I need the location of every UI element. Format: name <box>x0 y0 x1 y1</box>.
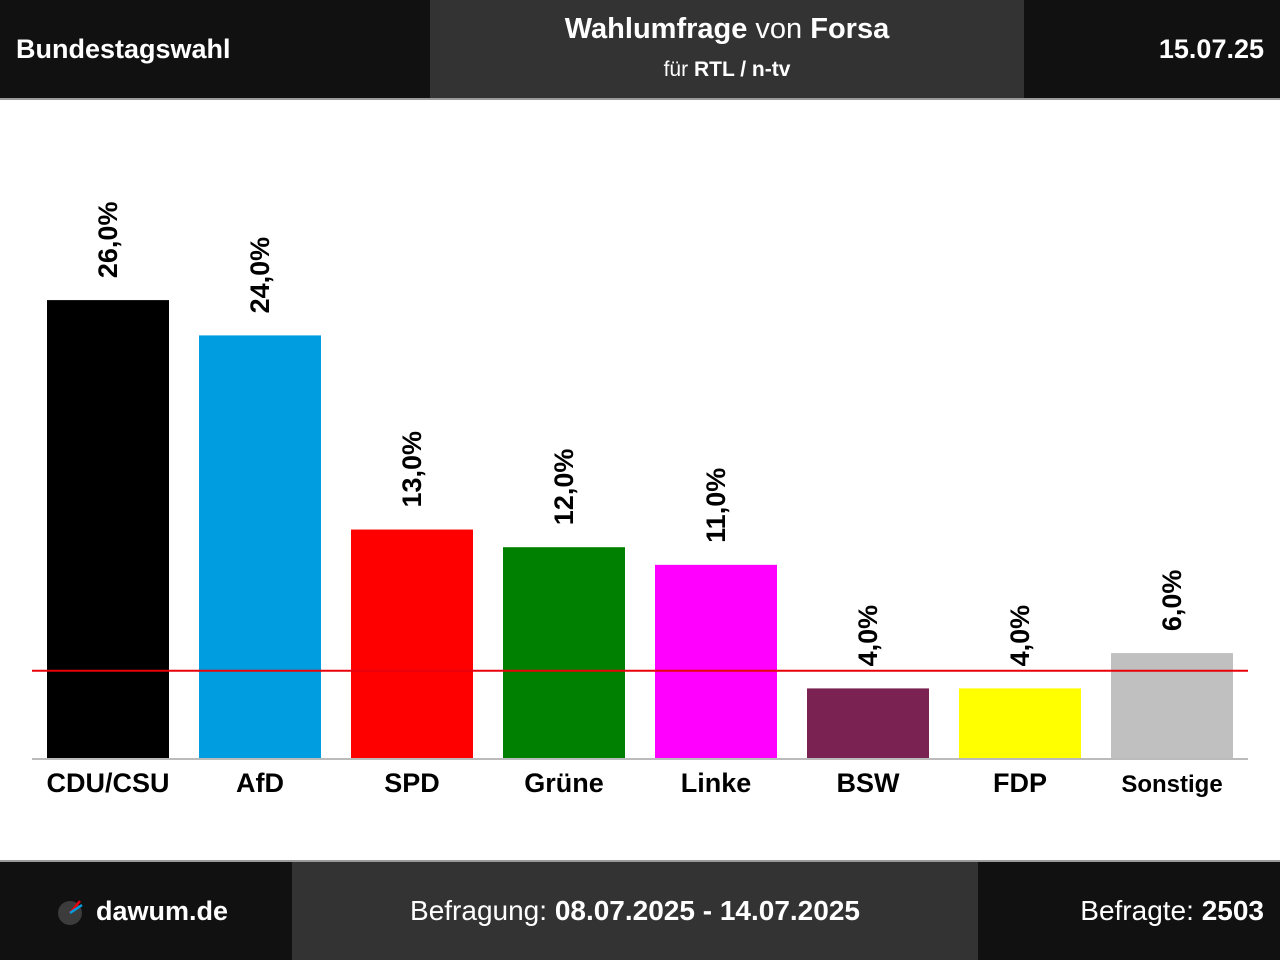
category-label-6: FDP <box>993 768 1047 798</box>
poll-word: Wahlumfrage <box>564 13 748 45</box>
bar-0 <box>47 300 169 759</box>
bar-4 <box>655 564 777 759</box>
institute-name: Forsa <box>810 13 890 45</box>
respondents: Befragte: 2503 <box>1080 862 1264 960</box>
bar-7 <box>1111 653 1233 759</box>
category-label-2: SPD <box>384 768 440 798</box>
category-label-4: Linke <box>681 768 752 798</box>
value-label-0: 26,0% <box>93 202 123 279</box>
von-word: von <box>755 13 803 45</box>
site-logo[interactable]: dawum.de <box>56 862 228 960</box>
value-label-6: 4,0% <box>1005 605 1035 667</box>
value-label-4: 11,0% <box>701 468 731 543</box>
client-name: RTL / n-tv <box>693 58 791 81</box>
poll-bar-chart: 26,0% CDU/CSU 24,0% AfD 13,0% SPD 12,0% Grüne 11… <box>32 202 1248 798</box>
bar-5 <box>807 688 929 759</box>
fuer-word: für <box>663 58 689 81</box>
bar-1 <box>199 335 321 759</box>
category-label-3: Grüne <box>524 768 604 798</box>
value-label-5: 4,0% <box>853 605 883 667</box>
category-label-1: AfD <box>236 768 284 798</box>
survey-period: Befragung: 08.07.2025 - 14.07.2025 <box>292 862 978 960</box>
bar-2 <box>351 529 473 759</box>
poll-date: 15.07.25 <box>1158 34 1264 64</box>
footer-bar: dawum.de Befragung: 08.07.2025 - 14.07.2… <box>0 860 1280 960</box>
value-label-2: 13,0% <box>397 431 427 508</box>
respondents-count: 2503 <box>1201 895 1264 926</box>
value-label-3: 12,0% <box>549 449 579 526</box>
bar-3 <box>503 547 625 759</box>
value-label-1: 24,0% <box>245 237 275 314</box>
category-label-7: Sonstige <box>1121 771 1222 798</box>
poll-title-line: Wahlumfrage von Forsa <box>430 13 1024 46</box>
survey-label: Befragung: <box>410 895 548 926</box>
election-title: Bundestagswahl <box>16 34 231 64</box>
survey-dates: 08.07.2025 - 14.07.2025 <box>554 895 860 926</box>
respondents-label: Befragte: <box>1080 895 1194 926</box>
value-label-7: 6,0% <box>1157 570 1187 632</box>
category-label-5: BSW <box>837 768 901 798</box>
poll-info: Wahlumfrage von Forsa für RTL / n-tv <box>430 0 1024 98</box>
bar-6 <box>959 688 1081 759</box>
site-name: dawum.de <box>96 895 229 926</box>
dawum-logo-icon <box>58 900 83 925</box>
poll-client-line: für RTL / n-tv <box>430 58 1024 82</box>
category-label-0: CDU/CSU <box>46 768 169 798</box>
header-bar: Bundestagswahl Wahlumfrage von Forsa für… <box>0 0 1280 100</box>
